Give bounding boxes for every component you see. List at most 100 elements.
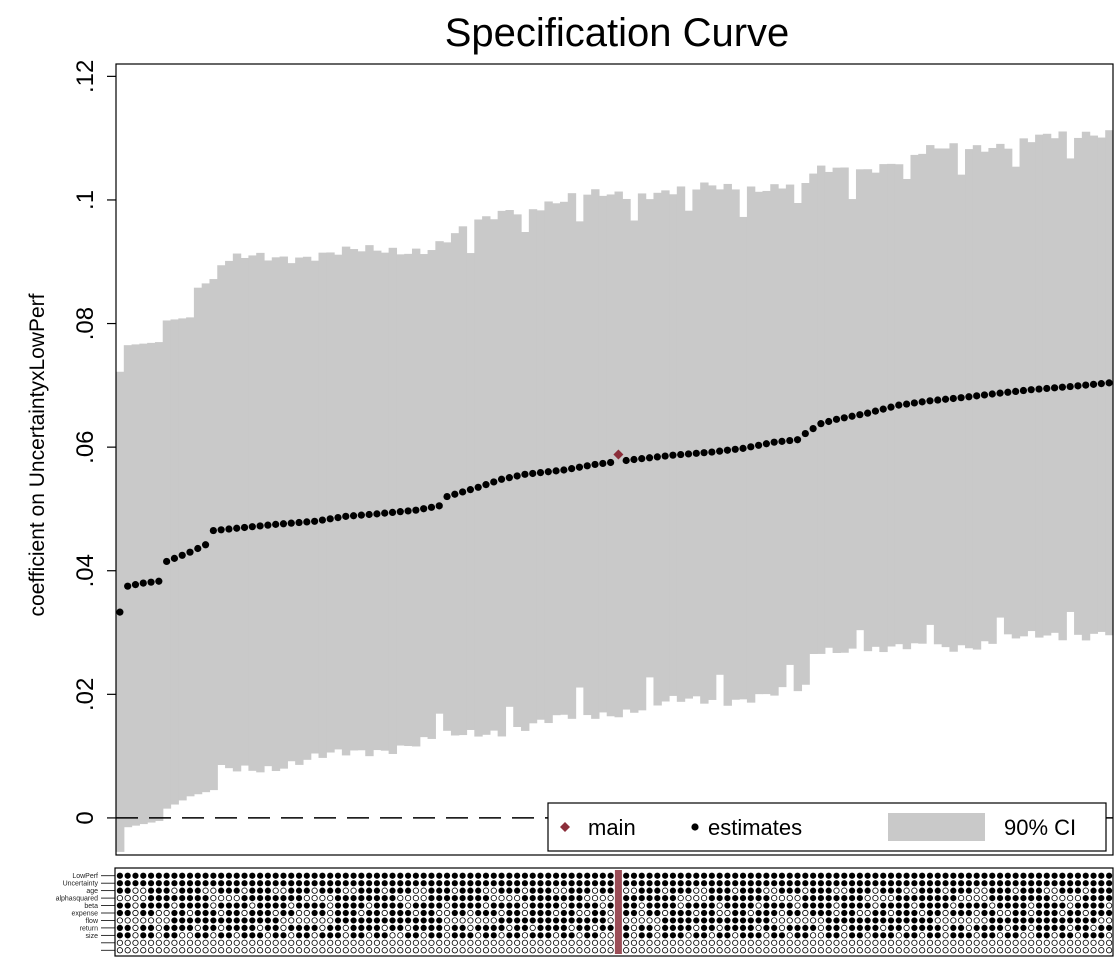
spec-indicator xyxy=(794,917,801,924)
spec-indicator xyxy=(950,894,957,902)
spec-indicator xyxy=(521,887,529,894)
spec-indicator xyxy=(404,894,412,902)
spec-indicator xyxy=(155,947,162,954)
spec-indicator xyxy=(514,894,521,902)
spec-indicator xyxy=(864,872,871,879)
spec-row-label: size xyxy=(86,933,99,940)
spec-indicator xyxy=(903,887,910,894)
spec-indicator xyxy=(1035,902,1043,909)
estimate-point xyxy=(225,525,233,533)
spec-indicator xyxy=(147,894,155,902)
spec-indicator xyxy=(576,939,583,946)
spec-indicator xyxy=(116,902,123,909)
spec-indicator xyxy=(249,947,256,954)
spec-indicator xyxy=(420,880,427,887)
spec-indicator xyxy=(739,894,747,902)
spec-indicator xyxy=(140,880,147,887)
spec-indicator xyxy=(194,939,201,946)
ci-bar xyxy=(700,182,709,704)
spec-indicator xyxy=(179,880,186,887)
spec-indicator xyxy=(724,924,731,932)
spec-indicator xyxy=(1051,939,1058,946)
spec-indicator xyxy=(1106,947,1113,954)
spec-indicator xyxy=(677,880,684,887)
spec-indicator xyxy=(560,909,567,917)
spec-indicator xyxy=(942,939,949,946)
estimate-point xyxy=(1043,384,1051,393)
spec-indicator xyxy=(825,932,832,939)
spec-indicator xyxy=(708,917,715,924)
spec-indicator xyxy=(451,880,458,887)
spec-indicator xyxy=(202,880,209,887)
spec-indicator xyxy=(1106,917,1113,924)
spec-indicator xyxy=(521,939,529,946)
spec-indicator xyxy=(638,894,645,902)
spec-indicator xyxy=(358,880,365,887)
spec-indicator xyxy=(443,947,451,954)
spec-indicator xyxy=(420,947,427,954)
spec-indicator xyxy=(1098,894,1105,902)
spec-indicator xyxy=(436,939,443,946)
spec-indicator xyxy=(186,939,194,946)
spec-indicator xyxy=(132,909,139,917)
spec-indicator xyxy=(1035,947,1043,954)
ci-bar xyxy=(731,189,740,700)
spec-indicator xyxy=(786,894,793,902)
spec-indicator xyxy=(833,872,840,879)
spec-indicator xyxy=(1035,932,1043,939)
spec-indicator xyxy=(848,887,856,894)
ci-bar xyxy=(552,203,561,716)
ci-bar xyxy=(256,252,265,773)
spec-indicator xyxy=(194,902,201,909)
spec-indicator xyxy=(155,880,162,887)
spec-indicator xyxy=(552,909,560,917)
spec-indicator xyxy=(163,939,170,946)
spec-indicator xyxy=(926,947,934,954)
spec-indicator xyxy=(942,902,949,909)
spec-indicator xyxy=(264,924,271,932)
legend-box xyxy=(547,802,1107,852)
y-tick-label: .08 xyxy=(72,307,99,340)
spec-indicator xyxy=(584,894,591,902)
spec-indicator xyxy=(366,902,373,909)
spec-indicator xyxy=(576,917,583,924)
spec-indicator xyxy=(537,902,544,909)
spec-indicator xyxy=(1012,909,1019,917)
spec-indicator xyxy=(568,880,575,887)
spec-indicator xyxy=(373,917,381,924)
spec-indicator xyxy=(389,902,396,909)
ci-bar xyxy=(419,254,429,738)
spec-indicator xyxy=(638,880,645,887)
spec-indicator xyxy=(155,872,162,879)
spec-indicator xyxy=(755,917,762,924)
spec-indicator xyxy=(342,894,349,902)
spec-indicator xyxy=(887,909,895,917)
spec-indicator xyxy=(280,932,287,939)
spec-indicator xyxy=(942,872,949,879)
spec-indicator xyxy=(116,932,123,939)
spec-indicator xyxy=(856,932,863,939)
estimate-point xyxy=(435,502,443,510)
spec-indicator xyxy=(778,932,786,939)
spec-indicator xyxy=(771,917,778,924)
ci-bar xyxy=(637,193,647,711)
ci-bar xyxy=(598,195,608,713)
spec-indicator xyxy=(817,872,825,879)
spec-indicator xyxy=(1004,887,1011,894)
spec-indicator xyxy=(669,880,677,887)
spec-indicator xyxy=(443,880,451,887)
spec-indicator xyxy=(319,924,326,932)
spec-indicator xyxy=(1020,932,1027,939)
spec-indicator xyxy=(685,887,692,894)
spec-indicator xyxy=(147,924,155,932)
estimate-point xyxy=(303,518,311,526)
spec-indicator xyxy=(677,902,684,909)
spec-indicator xyxy=(934,947,941,954)
spec-indicator xyxy=(607,947,614,954)
spec-indicator xyxy=(802,902,809,909)
spec-indicator xyxy=(295,880,303,887)
spec-indicator xyxy=(1028,947,1035,954)
spec-indicator xyxy=(817,947,825,954)
spec-indicator xyxy=(358,932,365,939)
spec-indicator xyxy=(420,872,427,879)
